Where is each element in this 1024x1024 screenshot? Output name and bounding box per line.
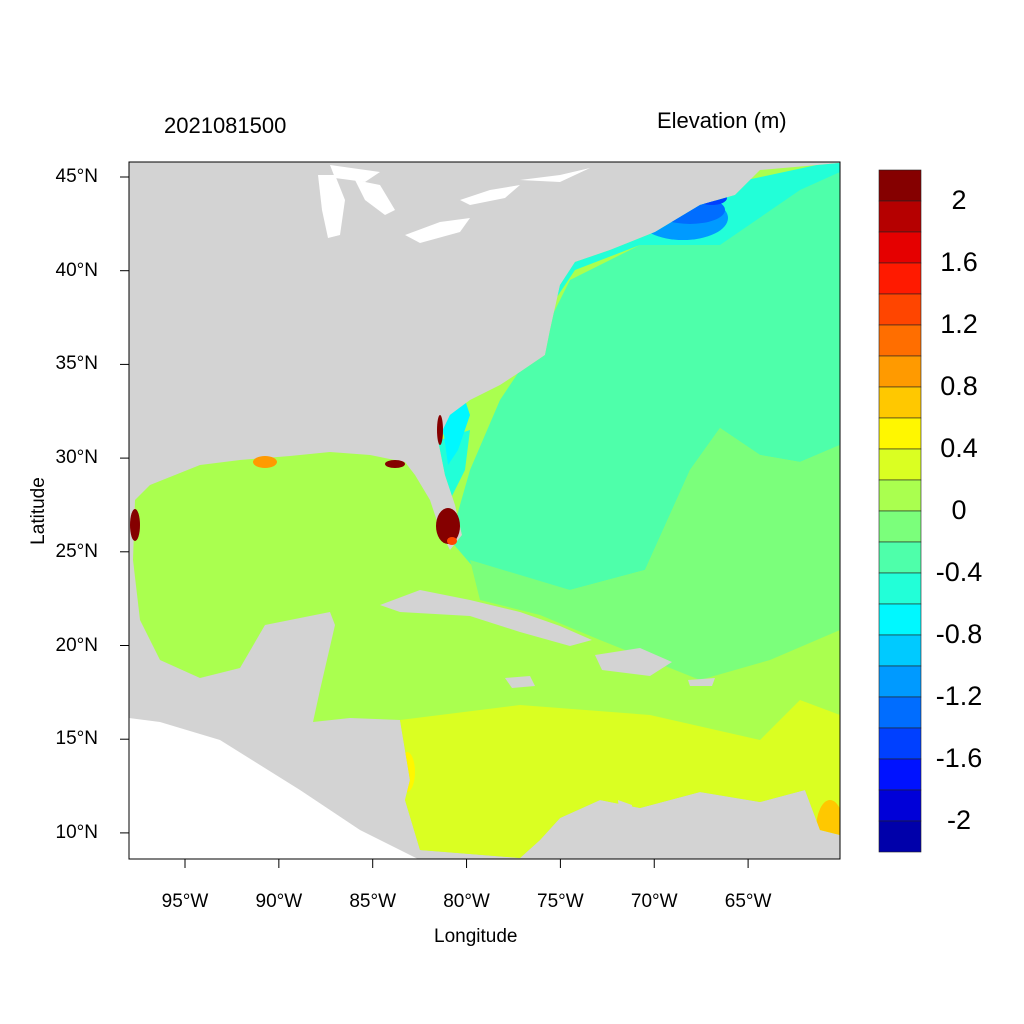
colorbar-label: 0.4 xyxy=(940,433,978,463)
x-tick-label: 85°W xyxy=(349,891,397,912)
colorbar-segment xyxy=(878,696,922,729)
legend-title: Elevation (m) xyxy=(657,108,787,133)
colorbar-segment xyxy=(878,479,922,512)
x-tick-label: 80°W xyxy=(443,891,490,912)
colorbar-segment xyxy=(878,572,922,605)
great-lakes xyxy=(318,165,590,243)
y-tick-label: 30°N xyxy=(55,447,98,469)
colorbar xyxy=(878,169,922,853)
colorbar-label: -0.4 xyxy=(935,557,983,587)
colorbar-label: -1.2 xyxy=(935,681,983,711)
y-tick-label: 35°N xyxy=(55,353,98,375)
pacific-no-data xyxy=(129,718,418,859)
colorbar-segment xyxy=(878,634,922,667)
timestamp-title: 2021081500 xyxy=(164,113,287,138)
x-tick-label: 90°W xyxy=(255,891,303,912)
y-tick-label: 15°N xyxy=(55,728,98,750)
plot-frame xyxy=(128,161,841,860)
colorbar-segment xyxy=(878,665,922,698)
colorbar-label: -1.6 xyxy=(935,743,983,773)
x-axis-label: Longitude xyxy=(434,926,518,947)
colorbar-label: 1.2 xyxy=(940,309,978,339)
colorbar-segment xyxy=(878,262,922,295)
colorbar-segment xyxy=(878,789,922,822)
colorbar-segment xyxy=(878,510,922,543)
colorbar-label: -2 xyxy=(946,805,971,835)
colorbar-label: 1.6 xyxy=(940,247,978,277)
x-tick-label: 65°W xyxy=(724,891,772,912)
colorbar-segment xyxy=(878,200,922,233)
colorbar-segment xyxy=(878,355,922,388)
colorbar-segment xyxy=(878,820,922,853)
atlantic-0 xyxy=(470,428,840,680)
islands xyxy=(380,450,715,842)
y-tick-label: 45°N xyxy=(55,166,98,187)
colorbar-segment xyxy=(878,417,922,450)
x-tick-label: 70°W xyxy=(630,891,678,912)
colorbar-segment xyxy=(878,603,922,636)
colorbar-segment xyxy=(878,448,922,481)
colorbar-label: -0.8 xyxy=(935,619,983,649)
colorbar-segment xyxy=(878,758,922,791)
colorbar-segment xyxy=(878,231,922,264)
colorbar-segment xyxy=(878,727,922,760)
colorbar-segment xyxy=(878,293,922,326)
y-tick-label: 25°N xyxy=(55,540,98,562)
colorbar-label: 0.8 xyxy=(940,371,978,401)
colorbar-segment xyxy=(878,169,922,202)
axis-ticks xyxy=(120,176,749,868)
x-tick-label: 75°W xyxy=(537,891,584,912)
y-tick-label: 40°N xyxy=(55,259,98,281)
y-tick-label: 20°N xyxy=(55,634,98,656)
x-tick-label: 95°W xyxy=(161,891,209,912)
florida-flooding xyxy=(130,415,460,545)
colorbar-label: 2 xyxy=(951,185,967,215)
colorbar-segment xyxy=(878,324,922,357)
colorbar-segment xyxy=(878,386,922,419)
y-tick-label: 10°N xyxy=(55,821,98,843)
atlantic-neg02 xyxy=(450,163,840,590)
colorbar-label: 0 xyxy=(951,495,967,525)
colorbar-segment xyxy=(878,541,922,574)
